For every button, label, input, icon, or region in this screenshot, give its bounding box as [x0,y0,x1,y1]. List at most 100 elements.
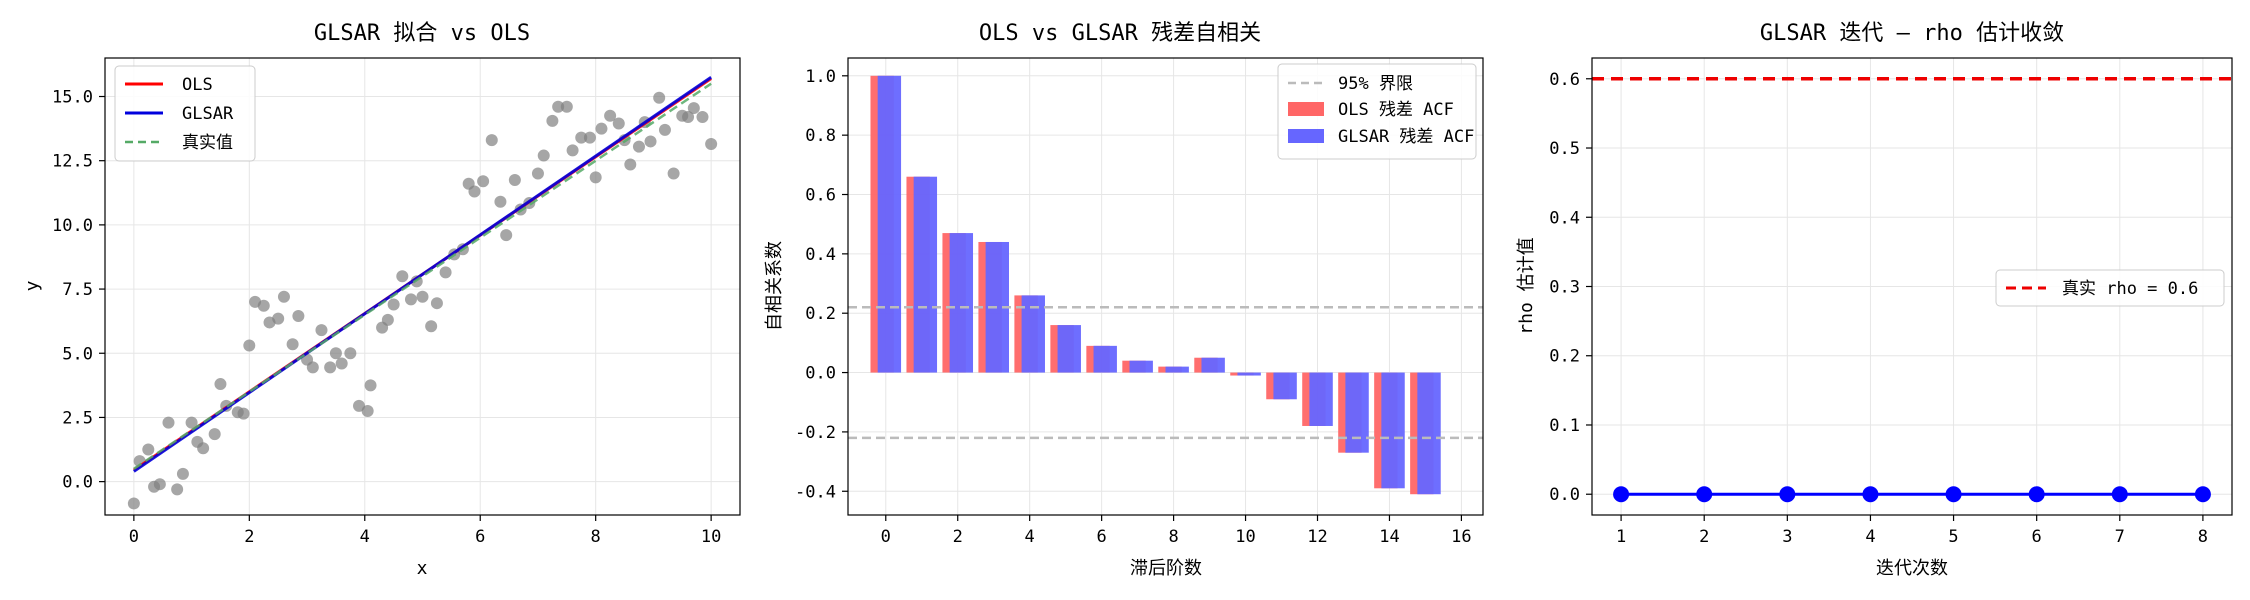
rho-estimate-point [2111,486,2128,503]
scatter-point [197,442,210,455]
rho-legend-box [1995,269,2225,307]
scatter-point [127,497,140,510]
scatter-point [696,111,709,124]
rho-ytick-label: 0.5 [1549,139,1580,159]
scatter-point [306,361,319,374]
scatter-point [583,131,596,144]
scatter-point [595,122,608,135]
scatter-point [353,399,365,412]
acf-ytick-label: 0.6 [805,186,836,206]
glsar-fit-ytick-label: 7.5 [62,280,93,300]
scatter-point [404,293,417,306]
rho-xtick-label: 4 [1865,527,1875,547]
legend-true-rho-label: 真实 rho = 0.6 [2062,279,2198,299]
scatter-point [500,229,513,242]
acf-xtick-label: 12 [1307,527,1327,547]
scatter-point [604,109,617,122]
scatter-point [566,144,579,157]
glsar-acf-bar [1345,372,1369,453]
scatter-point [257,299,270,312]
glsar-fit-xtick-label: 4 [360,527,370,547]
rho-xtick-label: 2 [1699,527,1709,547]
scatter-point [237,407,250,420]
legend-glsar-acf-swatch [1288,129,1324,143]
scatter-point [439,266,452,279]
legend-true-label: 真实值 [182,133,233,153]
glsar-acf-bar [1057,325,1081,373]
scatter-point [653,91,666,104]
acf-xtick-label: 6 [1097,527,1107,547]
scatter-point [612,117,625,130]
rho-ytick-label: 0.1 [1549,416,1580,436]
glsar-acf-bar [1129,360,1153,373]
acf-ytick-label: 1.0 [805,67,836,87]
glsar-fit-ytick-label: 10.0 [52,216,93,236]
glsar-acf-bar [1381,372,1405,489]
legend-bound-label: 95% 界限 [1338,74,1413,94]
scatter-point [171,483,184,496]
glsar-fit-title: GLSAR 拟合 vs OLS [314,21,530,46]
rho-ytick-label: 0.6 [1549,70,1580,90]
rho-estimate-point [1779,486,1796,503]
rho-legend: 真实 rho = 0.6 [1995,269,2225,307]
scatter-point [416,290,429,303]
scatter-point [324,361,337,374]
glsar-fit-ytick-label: 15.0 [52,88,93,108]
scatter-point [531,167,544,180]
scatter-point [537,149,550,162]
scatter-point [286,338,299,351]
acf-ytick-label: 0.8 [805,126,836,146]
acf-ytick-label: -0.2 [795,423,836,443]
acf-ytick-label: 0.4 [805,245,836,265]
scatter-point [344,347,357,360]
acf-legend-box [1277,63,1477,160]
scatter-point [632,140,645,153]
rho-xtick-label: 3 [1782,527,1792,547]
scatter-point [644,135,657,148]
rho-ytick-label: 0.0 [1549,485,1580,505]
scatter-point [142,443,155,456]
rho-panel: GLSAR 迭代 — rho 估计收敛 1 2 3 4 5 6 7 8 0.0 0.1 0.2 0.3… [1516,21,2233,579]
glsar-fit-xtick-label: 0 [129,527,139,547]
acf-ylabel: 自相关系数 [764,241,785,331]
rho-ylabel: rho 估计值 [1516,237,1537,334]
acf-panel: OLS vs GLSAR 残差自相关 0 2 4 6 8 10 12 14 16 -0.4 -0.2… [764,21,1484,579]
scatter-point [208,428,221,441]
legend-ols-acf-label: OLS 残差 ACF [1338,100,1454,120]
glsar-fit-xlabel: x [417,558,428,579]
rho-ytick-label: 0.4 [1549,208,1580,228]
glsar-fit-xtick-label: 8 [591,527,601,547]
rho-xtick-label: 1 [1616,527,1626,547]
scatter-point [277,290,290,303]
rho-estimate-point [2028,486,2045,503]
rho-estimate-point [1696,486,1713,503]
glsar-fit-ylabel: y [22,280,43,291]
glsar-acf-bar [985,241,1009,373]
glsar-fit-xtick-label: 6 [475,527,485,547]
scatter-point [381,313,394,326]
glsar-acf-bar [949,233,974,373]
scatter-point [396,270,409,283]
scatter-point [292,310,305,323]
acf-xlabel: 滞后阶数 [1130,558,1202,579]
acf-ytick-label: 0.0 [805,364,836,384]
scatter-point [552,100,565,113]
glsar-fit-ytick-label: 5.0 [62,344,93,364]
rho-xlabel: 迭代次数 [1876,558,1948,579]
scatter-point [430,297,443,310]
legend-glsar-label: GLSAR [182,104,234,124]
acf-xtick-label: 4 [1025,527,1035,547]
glsar-acf-bar [1309,372,1333,426]
scatter-point [176,467,189,480]
rho-xtick-label: 8 [2198,527,2208,547]
scatter-point [589,171,602,184]
scatter-point [560,100,573,113]
scatter-point [624,158,637,171]
acf-axes-frame [847,57,1484,516]
rho-ytick-label: 0.3 [1549,278,1580,298]
acf-xtick-label: 16 [1451,527,1471,547]
scatter-point [243,339,256,352]
acf-xtick-label: 0 [881,527,891,547]
glsar-acf-bar [1237,372,1261,376]
